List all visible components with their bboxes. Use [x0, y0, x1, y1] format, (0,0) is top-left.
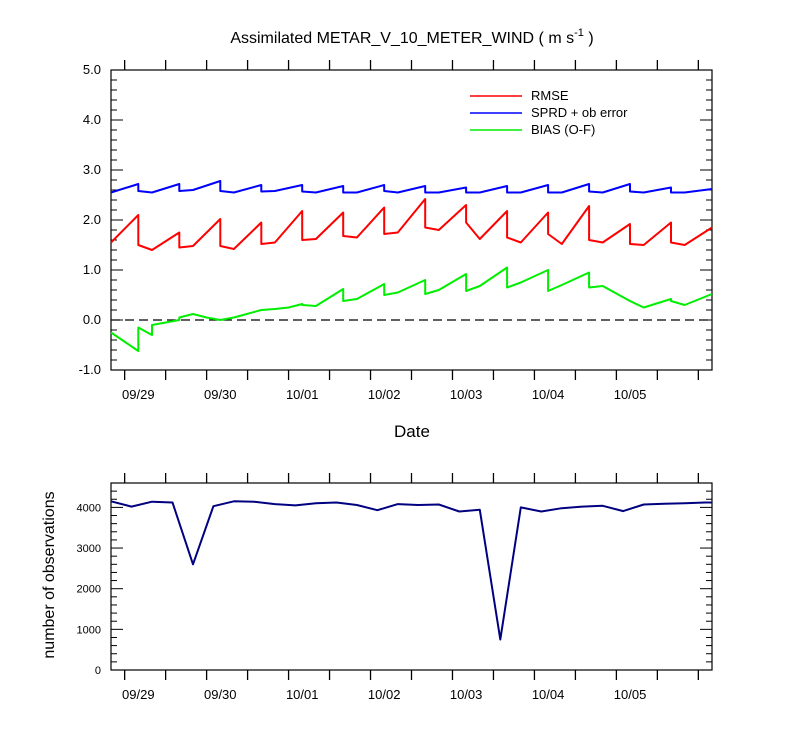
y-tick-label: 1.0 — [83, 262, 101, 277]
x-tick-label: 09/29 — [122, 687, 155, 702]
x-axis-label: Date — [394, 422, 430, 441]
y-tick-label: 3000 — [77, 543, 101, 555]
series-line-sprd-ob-error — [110, 180, 713, 194]
y-tick-label: 2000 — [77, 584, 101, 596]
y-tick-label: 1000 — [77, 624, 101, 636]
top-chart: Assimilated METAR_V_10_METER_WIND ( m s-… — [79, 27, 713, 441]
legend-label-rmse: RMSE — [531, 88, 569, 103]
x-tick-label: 10/02 — [368, 387, 401, 402]
bottom-series-lines — [110, 500, 712, 641]
series-line-rmse — [110, 198, 713, 251]
bottom-chart: 0 1000 2000 3000 4000 09/29 09/30 10/01 10/02 10… — [41, 473, 713, 702]
x-tick-label: 10/04 — [532, 387, 565, 402]
legend-label-bias: BIAS (O-F) — [531, 122, 595, 137]
series-line-bias-o-f — [110, 266, 713, 352]
x-tick-label: 10/03 — [450, 687, 483, 702]
x-tick-label: 10/02 — [368, 687, 401, 702]
x-tick-label: 10/03 — [450, 387, 483, 402]
legend: RMSE SPRD + ob error BIAS (O-F) — [470, 88, 628, 137]
y-tick-label: -1.0 — [79, 362, 101, 377]
y-tick-label: 5.0 — [83, 62, 101, 77]
top-series-lines — [110, 180, 713, 352]
x-tick-label: 09/30 — [204, 387, 237, 402]
top-y-ticks: -1.0 0.0 1.0 2.0 3.0 4.0 5.0 — [79, 62, 712, 377]
chart-title: Assimilated METAR_V_10_METER_WIND ( m s-… — [230, 27, 593, 47]
y-tick-label: 0.0 — [83, 312, 101, 327]
x-tick-label: 10/05 — [614, 687, 647, 702]
bottom-y-axis-label: number of observations — [41, 491, 58, 658]
y-tick-label: 4000 — [77, 502, 101, 514]
legend-label-sprd: SPRD + ob error — [531, 105, 628, 120]
x-tick-label: 10/01 — [286, 687, 319, 702]
y-tick-label: 3.0 — [83, 162, 101, 177]
x-tick-label: 10/05 — [614, 387, 647, 402]
x-tick-label: 09/30 — [204, 687, 237, 702]
bottom-y-ticks: 0 1000 2000 3000 4000 — [77, 482, 712, 677]
bottom-x-ticks: 09/29 09/30 10/01 10/02 10/03 10/04 10/05 — [122, 473, 699, 702]
y-tick-label: 2.0 — [83, 212, 101, 227]
y-tick-label: 4.0 — [83, 112, 101, 127]
x-tick-label: 09/29 — [122, 387, 155, 402]
series-line-number-of-observations — [110, 500, 712, 641]
x-tick-label: 10/01 — [286, 387, 319, 402]
y-tick-label: 0 — [95, 665, 101, 677]
x-tick-label: 10/04 — [532, 687, 565, 702]
top-x-ticks: 09/29 09/30 10/01 10/02 10/03 10/04 10/05 — [122, 60, 699, 402]
